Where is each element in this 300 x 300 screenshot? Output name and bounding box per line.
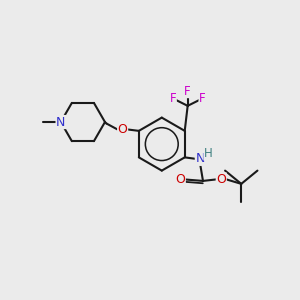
Text: O: O <box>118 123 128 136</box>
Text: N: N <box>56 116 65 128</box>
Text: F: F <box>199 92 206 105</box>
Text: F: F <box>169 92 176 105</box>
Text: N: N <box>195 152 205 165</box>
Text: O: O <box>176 173 185 186</box>
Text: H: H <box>204 147 213 160</box>
Text: O: O <box>216 173 226 186</box>
Text: F: F <box>184 85 191 98</box>
